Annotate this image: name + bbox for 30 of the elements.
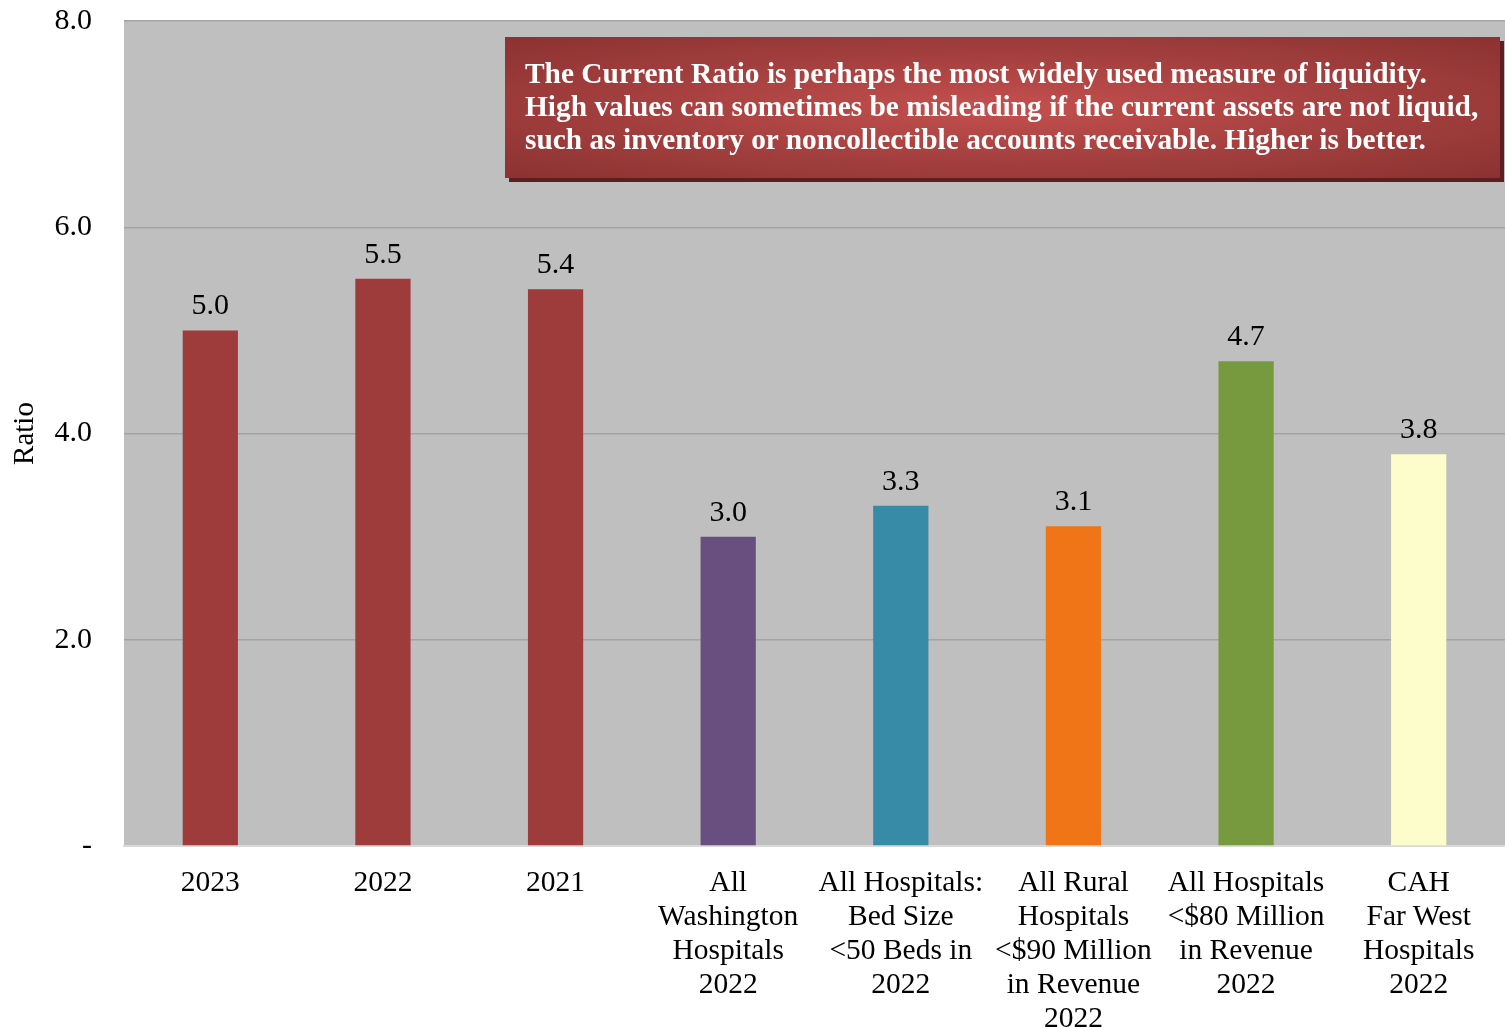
x-tick-label: All Hospitals <$80 Million in Revenue 2022 xyxy=(1167,864,1325,999)
bar xyxy=(1391,454,1447,846)
data-label: 4.7 xyxy=(1227,318,1265,352)
bar xyxy=(182,330,238,846)
data-label: 3.8 xyxy=(1399,411,1438,444)
data-label: 3.0 xyxy=(709,493,747,527)
bar xyxy=(700,536,756,846)
y-tick-label: 6.0 xyxy=(54,208,92,242)
bar xyxy=(1218,361,1274,846)
bar xyxy=(527,289,584,846)
x-tick-label: 2023 xyxy=(180,864,240,897)
bar xyxy=(355,278,411,846)
data-label: 3.1 xyxy=(1054,483,1093,517)
x-tick-label: All Washington Hospitals 2022 xyxy=(658,864,799,999)
y-tick-label: 8.0 xyxy=(54,1,92,35)
bar xyxy=(1045,526,1102,846)
x-tick-label: CAH Far West Hospitals 2022 xyxy=(1362,864,1475,999)
data-label: 3.3 xyxy=(882,462,920,496)
x-tick-label: All Hospitals: Bed Size <50 Beds in 2022 xyxy=(818,864,984,999)
x-tick-label: 2022 xyxy=(353,864,413,897)
x-tick-label: 2021 xyxy=(526,864,586,897)
data-label: 5.0 xyxy=(191,287,230,321)
bar xyxy=(873,505,929,846)
data-label: 5.5 xyxy=(364,235,402,269)
y-tick-label: - xyxy=(82,826,92,860)
y-tick-label: 4.0 xyxy=(54,414,92,448)
data-label: 5.4 xyxy=(536,246,575,279)
y-tick-label: 2.0 xyxy=(54,620,92,654)
x-tick-label: All Rural Hospitals <$90 Million in Revenue 2022 xyxy=(995,864,1153,1028)
y-axis-title: Ratio xyxy=(7,402,40,465)
